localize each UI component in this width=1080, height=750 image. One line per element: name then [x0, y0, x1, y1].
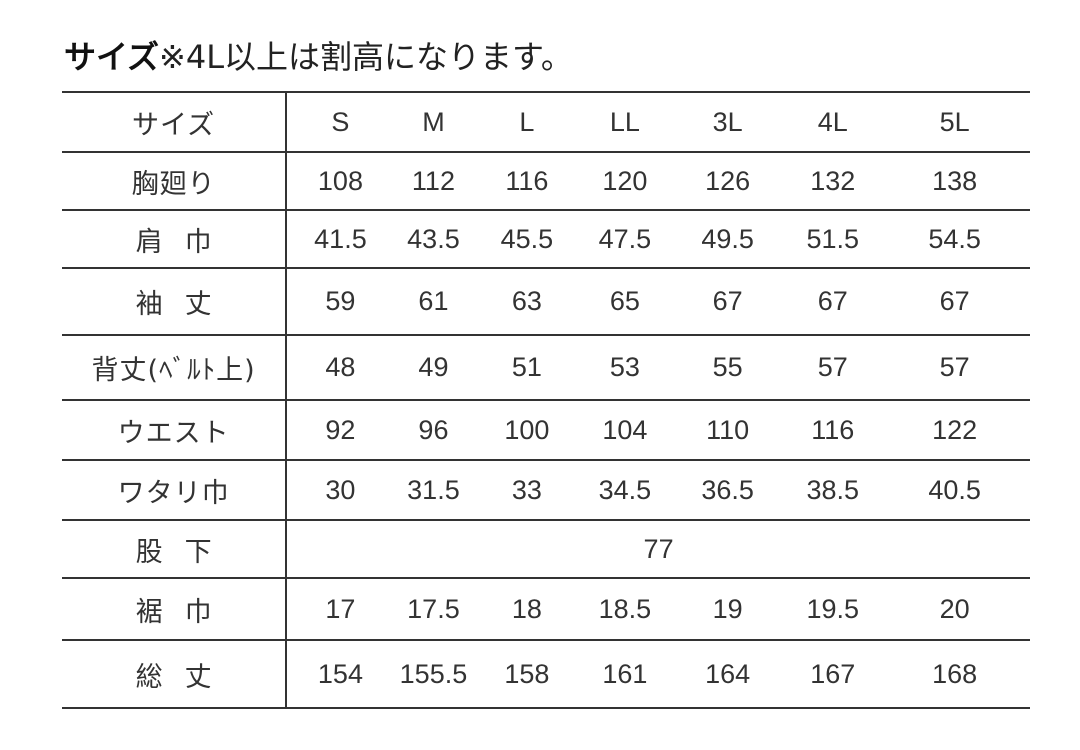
- table-cell: 77: [286, 519, 1030, 579]
- table-cell: 54.5: [879, 209, 1030, 269]
- row-label: 股下: [62, 519, 288, 579]
- table-cell: S: [286, 91, 394, 153]
- table-cell: 34.5: [580, 459, 670, 521]
- table-cell: 18: [473, 577, 581, 641]
- table-cell: 168: [879, 639, 1030, 709]
- table-cell: 41.5: [286, 209, 394, 269]
- table-cell: 3L: [669, 91, 787, 153]
- table-cell: 116: [473, 151, 581, 211]
- table-row: 総丈 154 155.5 158 161 164 167 168: [62, 639, 1030, 709]
- row-label: 裾巾: [62, 577, 288, 641]
- table-cell: L: [473, 91, 581, 153]
- table-cell: LL: [580, 91, 670, 153]
- title-note: ※4L以上は割高になります。: [159, 38, 573, 76]
- table-cell: 122: [879, 399, 1030, 461]
- table-row: ワタリ巾 30 31.5 33 34.5 36.5 38.5 40.5: [62, 459, 1030, 521]
- table-cell: 57: [786, 334, 880, 401]
- table-cell: 18.5: [580, 577, 670, 641]
- table-cell: 17.5: [393, 577, 474, 641]
- table-cell: 65: [580, 267, 670, 336]
- table-cell: 67: [669, 267, 787, 336]
- table-cell: 5L: [879, 91, 1030, 153]
- table-cell: 38.5: [786, 459, 880, 521]
- table-cell: 164: [669, 639, 787, 709]
- table-cell: 63: [473, 267, 581, 336]
- table-cell: 4L: [786, 91, 880, 153]
- table-cell: 31.5: [393, 459, 474, 521]
- table-row: ウエスト 92 96 100 104 110 116 122: [62, 399, 1030, 461]
- table-cell: 49: [393, 334, 474, 401]
- table-cell: 57: [879, 334, 1030, 401]
- table-cell: 43.5: [393, 209, 474, 269]
- row-label: 袖丈: [62, 267, 288, 336]
- row-label: ワタリ巾: [62, 459, 288, 521]
- table-cell: 47.5: [580, 209, 670, 269]
- table-cell: 30: [286, 459, 394, 521]
- table-cell: 161: [580, 639, 670, 709]
- table-cell: 19.5: [786, 577, 880, 641]
- row-label: 背丈(ﾍﾞﾙﾄ上): [62, 334, 288, 401]
- table-cell: 20: [879, 577, 1030, 641]
- table-cell: 48: [286, 334, 394, 401]
- table-row: 胸廻り 108 112 116 120 126 132 138: [62, 151, 1030, 211]
- table-cell: 167: [786, 639, 880, 709]
- table-cell: 155.5: [393, 639, 474, 709]
- table-cell: 120: [580, 151, 670, 211]
- table-cell: 110: [669, 399, 787, 461]
- page-title: サイズ※4L以上は割高になります。: [64, 32, 573, 78]
- table-cell: 59: [286, 267, 394, 336]
- table-cell: 92: [286, 399, 394, 461]
- table-cell: 49.5: [669, 209, 787, 269]
- table-cell: 154: [286, 639, 394, 709]
- table-row: サイズ S M L LL 3L 4L 5L: [62, 91, 1030, 153]
- table-row: 背丈(ﾍﾞﾙﾄ上) 48 49 51 53 55 57 57: [62, 334, 1030, 401]
- table-cell: 158: [473, 639, 581, 709]
- table-cell: 67: [879, 267, 1030, 336]
- table-row: 股下 77: [62, 519, 1030, 579]
- table-cell: 40.5: [879, 459, 1030, 521]
- table-cell: 100: [473, 399, 581, 461]
- table-row: 袖丈 59 61 63 65 67 67 67: [62, 267, 1030, 336]
- table-cell: 19: [669, 577, 787, 641]
- table-cell: 33: [473, 459, 581, 521]
- table-cell: 51.5: [786, 209, 880, 269]
- table-cell: 51: [473, 334, 581, 401]
- table-row: 肩巾 41.5 43.5 45.5 47.5 49.5 51.5 54.5: [62, 209, 1030, 269]
- table-cell: 116: [786, 399, 880, 461]
- table-cell: 36.5: [669, 459, 787, 521]
- table-cell: M: [393, 91, 474, 153]
- row-label: 肩巾: [62, 209, 288, 269]
- table-cell: 132: [786, 151, 880, 211]
- size-table: サイズ S M L LL 3L 4L 5L 胸廻り 108 112 116 120 126 132 138 肩巾…: [62, 91, 1030, 709]
- table-cell: 104: [580, 399, 670, 461]
- table-cell: 96: [393, 399, 474, 461]
- table-cell: 61: [393, 267, 474, 336]
- table-cell: 112: [393, 151, 474, 211]
- row-label: サイズ: [62, 91, 288, 153]
- table-row: 裾巾 17 17.5 18 18.5 19 19.5 20: [62, 577, 1030, 641]
- table-cell: 67: [786, 267, 880, 336]
- title-bold: サイズ: [64, 38, 160, 76]
- table-cell: 53: [580, 334, 670, 401]
- row-label: 胸廻り: [62, 151, 288, 211]
- table-cell: 45.5: [473, 209, 581, 269]
- row-label: ウエスト: [62, 399, 288, 461]
- table-cell: 138: [879, 151, 1030, 211]
- table-cell: 55: [669, 334, 787, 401]
- table-cell: 126: [669, 151, 787, 211]
- table-cell: 108: [286, 151, 394, 211]
- row-label: 総丈: [62, 639, 288, 709]
- table-cell: 17: [286, 577, 394, 641]
